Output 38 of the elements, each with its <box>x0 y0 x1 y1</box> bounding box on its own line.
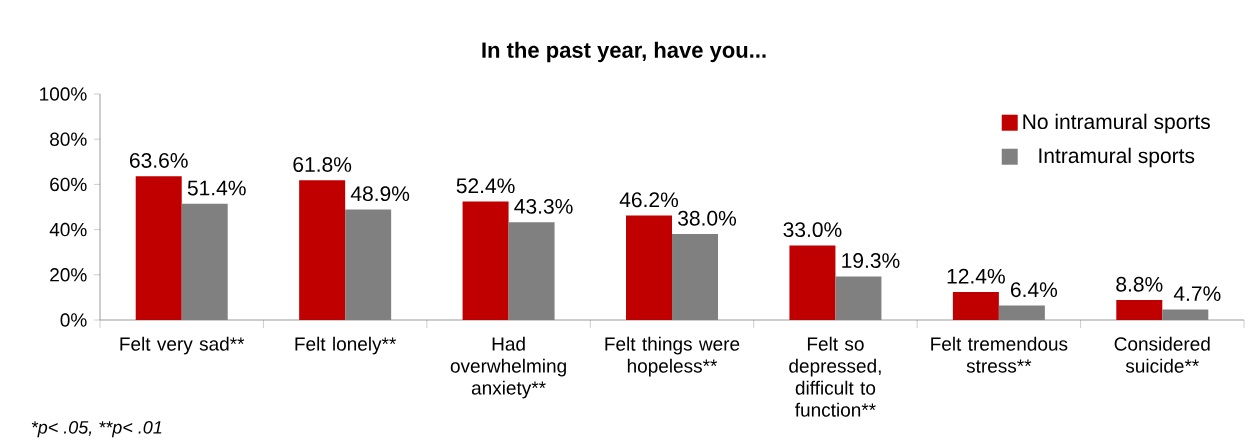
legend-label: Intramural sports <box>1039 147 1195 168</box>
x-tick-label: Felt very sad** <box>120 336 245 355</box>
data-label: 12.4% <box>947 268 1005 284</box>
x-tick-label: Had overwhelming anxiety** <box>450 336 566 399</box>
data-label: 43.3% <box>514 198 573 214</box>
data-label: 6.4% <box>1011 282 1058 298</box>
y-tick-label: 60% <box>50 177 87 192</box>
x-tick-label: Felt tremendous stress** <box>931 336 1068 373</box>
bar <box>789 245 836 320</box>
y-tick-label: 100% <box>40 87 87 101</box>
data-label: 19.3% <box>842 253 900 268</box>
bar <box>1116 300 1163 320</box>
data-label: 51.4% <box>187 180 246 196</box>
text: *p< .05, **p< .01 <box>31 420 162 438</box>
x-tick-label: Felt things were hopeless** <box>605 336 740 377</box>
x-tick-label: Considered suicide** <box>1114 336 1210 373</box>
data-label: 48.9% <box>350 186 410 202</box>
data-label: 63.6% <box>130 153 188 168</box>
bar <box>952 291 999 320</box>
bar <box>299 180 346 320</box>
bar <box>626 215 673 320</box>
y-tick-label: 80% <box>50 132 87 146</box>
data-label: 4.7% <box>1173 286 1221 301</box>
data-label: 52.4% <box>456 178 515 194</box>
y-tick-label: 40% <box>49 222 87 237</box>
legend-label: No intramural sports <box>1023 113 1210 134</box>
chart-title: In the past year, have you... <box>482 41 766 63</box>
x-tick-label: Felt so depressed, difficult to function** <box>789 336 881 417</box>
y-tick-label: 20% <box>50 268 87 282</box>
bar <box>135 176 182 320</box>
data-label: 33.0% <box>783 222 842 238</box>
y-tick-label: 0% <box>60 313 87 327</box>
data-label: 8.8% <box>1116 276 1163 292</box>
data-label: 38.0% <box>678 210 737 226</box>
bar <box>462 201 509 320</box>
data-label: 46.2% <box>619 192 679 208</box>
x-tick-label: Felt lonely** <box>295 336 397 355</box>
data-label: 61.8% <box>293 157 352 172</box>
